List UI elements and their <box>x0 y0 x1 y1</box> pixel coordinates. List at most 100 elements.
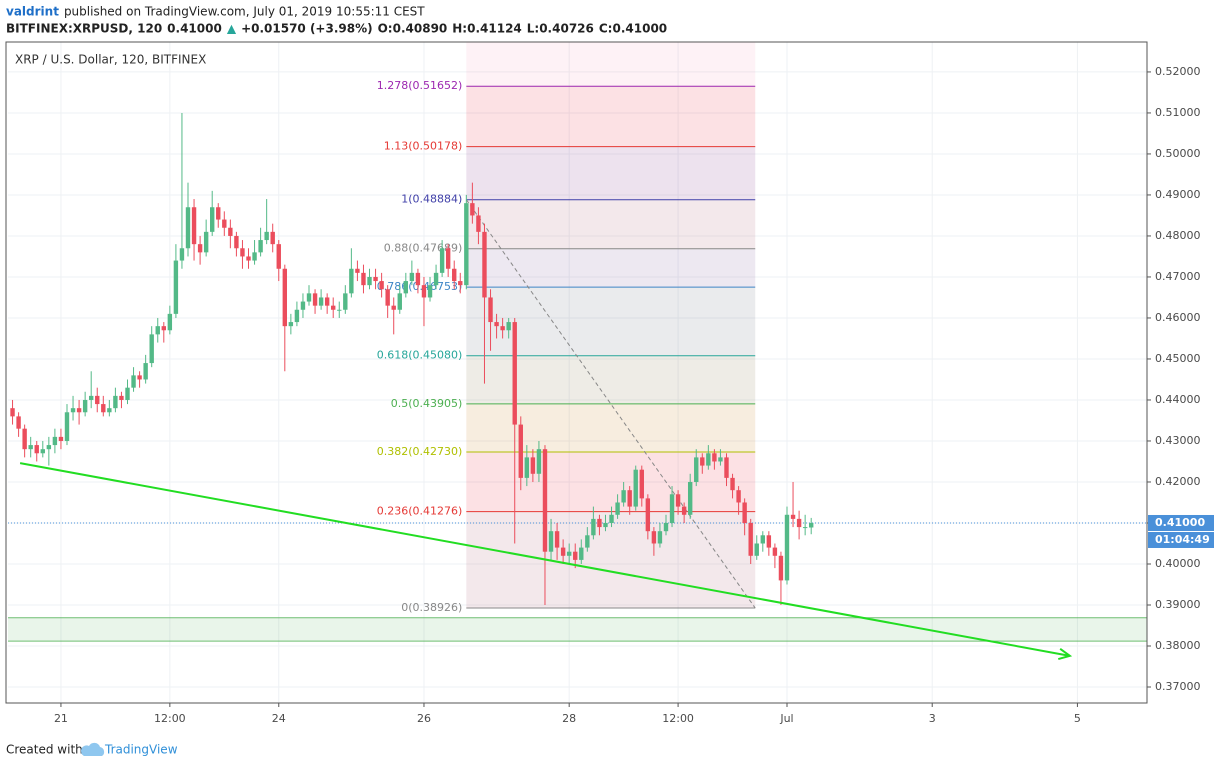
candle-body <box>566 551 572 556</box>
candle-body <box>542 449 548 552</box>
y-tick-label: 0.52000 <box>1155 65 1201 78</box>
last-price-box <box>1148 514 1214 531</box>
candle-body <box>579 547 584 560</box>
candle-body <box>470 203 475 216</box>
candle-body <box>603 522 608 528</box>
candle-body <box>784 514 790 581</box>
candle-body <box>197 244 203 253</box>
candle-body <box>210 207 215 232</box>
fib-zone <box>466 86 756 147</box>
candle-body <box>736 490 741 503</box>
fib-label: 1.13(0.50178) <box>384 140 463 153</box>
y-tick-label: 0.45000 <box>1155 352 1201 365</box>
logo <box>80 742 105 756</box>
footer: Created with TradingView <box>6 743 178 757</box>
candle-body <box>343 293 348 310</box>
candle-body <box>234 235 239 249</box>
candle-body <box>331 305 336 310</box>
candle-body <box>40 449 45 454</box>
fib-zone <box>466 403 756 453</box>
candle-body <box>500 326 505 331</box>
candle-body <box>70 408 76 413</box>
candle-body <box>700 457 705 466</box>
candle-body <box>560 547 566 556</box>
fib-zone <box>466 146 756 200</box>
fib-label: 1(0.48884) <box>401 193 462 206</box>
published: published on TradingView.com, July 01, 2… <box>64 5 425 19</box>
price: 0.41000 <box>167 22 222 36</box>
y-tick-label: 0.37000 <box>1155 680 1201 693</box>
candle-body <box>101 404 106 413</box>
trendline-arrow <box>1058 647 1073 660</box>
fib-zone <box>466 199 756 249</box>
last-price-label: 0.41000 <box>1155 516 1205 529</box>
candle-body <box>391 305 396 310</box>
y-tick-label: 0.50000 <box>1155 147 1201 160</box>
candle-body <box>536 449 542 474</box>
chart-title: XRP / U.S. Dollar, 120, BITFINEX <box>15 53 206 67</box>
candle-body <box>494 322 499 327</box>
y-tick-label: 0.51000 <box>1155 106 1201 119</box>
candle-body <box>46 445 52 450</box>
x-tick-label: 24 <box>272 712 286 725</box>
candle-body <box>228 227 233 236</box>
candle-body <box>530 457 536 474</box>
candle-body <box>488 297 493 323</box>
candle-body <box>300 301 306 310</box>
candle-body <box>76 408 82 413</box>
created-with: Created with <box>6 743 83 757</box>
candle-body <box>651 531 657 544</box>
candle-body <box>379 281 384 290</box>
brand: TradingView <box>104 743 178 757</box>
candle-body <box>385 289 390 306</box>
fib-label: 0.618(0.45080) <box>377 349 463 362</box>
fib-label: 0.5(0.43905) <box>391 397 463 410</box>
high: H:0.41124 <box>452 22 522 36</box>
candle-body <box>149 334 154 364</box>
candle-body <box>373 276 378 282</box>
candle-body <box>155 326 160 335</box>
candle-body <box>627 490 632 507</box>
candle-body <box>349 268 354 294</box>
countdown: 01:04:49 <box>1155 533 1210 546</box>
candle-body <box>191 207 197 245</box>
candle-body <box>270 231 275 245</box>
header: valdrint published on TradingView.com, J… <box>6 5 667 36</box>
fib-label: 0.236(0.41276) <box>377 505 463 518</box>
candle-body <box>113 395 118 409</box>
candle-body <box>258 240 263 253</box>
candle-body <box>22 428 27 450</box>
candle-body <box>246 256 251 261</box>
candle-body <box>125 387 130 400</box>
candle-body <box>778 555 784 581</box>
candle-body <box>276 244 281 269</box>
trendline <box>19 462 1071 657</box>
fib-label: 0.786(0.46753) <box>377 280 463 293</box>
candle-body <box>52 436 58 446</box>
candle-body <box>288 322 294 327</box>
low: L:0.40726 <box>527 22 594 36</box>
y-tick-label: 0.42000 <box>1155 475 1201 488</box>
y-tick-label: 0.43000 <box>1155 434 1201 447</box>
candle-body <box>609 514 614 523</box>
candle-body <box>718 457 723 462</box>
x-tick-label: Jul <box>779 712 793 725</box>
candle-body <box>506 322 511 331</box>
candle-body <box>790 514 796 519</box>
candle-body <box>808 522 814 528</box>
fib-label: 0.88(0.47689) <box>384 242 463 255</box>
y-tick-label: 0.44000 <box>1155 393 1201 406</box>
candle-body <box>591 518 596 536</box>
candle-body <box>107 408 112 413</box>
candle-body <box>645 498 651 532</box>
x-tick-label: 12:00 <box>662 712 694 725</box>
support-zone <box>8 617 1147 642</box>
fib-label: 1.278(0.51652) <box>377 79 463 92</box>
candle-body <box>222 219 227 228</box>
candle-body <box>639 469 644 499</box>
y-tick-label: 0.39000 <box>1155 598 1201 611</box>
candle-body <box>439 248 445 273</box>
fib-zone <box>466 511 756 609</box>
candle-body <box>95 395 100 405</box>
